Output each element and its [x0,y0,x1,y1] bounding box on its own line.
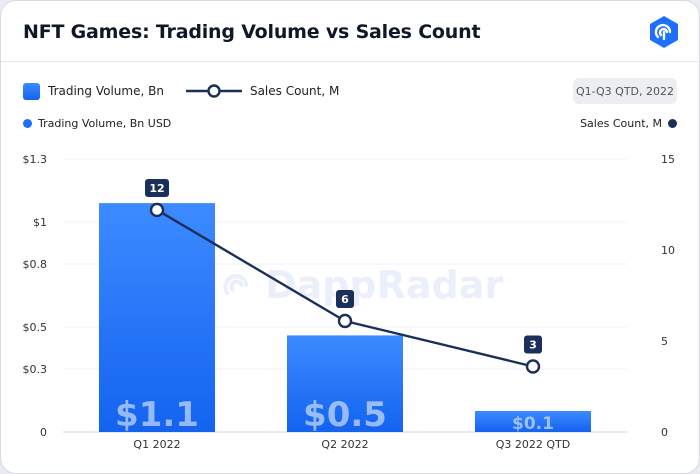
period-badge: Q1-Q3 QTD, 2022 [573,78,677,104]
legend-line-label: Sales Count, M [249,84,340,98]
x-tick-label: Q1 2022 [133,438,180,451]
left-axis-legend: Trading Volume, Bn USD [23,117,171,130]
line-label-badge [336,289,354,308]
left-tick-label: $1.3 [23,153,48,166]
watermark-text: DappRadar [265,263,504,307]
line-point [149,202,165,218]
right-tick-label: 5 [661,335,668,348]
x-tick-label: Q3 2022 QTD [496,438,571,451]
line-point [525,359,541,374]
legend-bar-swatch [23,82,40,100]
left-tick-label: $0.5 [23,321,48,334]
right-axis-dot [668,119,677,128]
right-tick-label: 15 [661,153,675,166]
right-tick-label: 0 [661,426,668,439]
watermark-icon [223,274,249,296]
dappradar-logo-icon [650,16,678,48]
line-label-badge [524,335,542,354]
watermark: DappRadar [217,263,503,307]
bar-value-label: $1.1 [115,395,199,435]
left-axis-title: Trading Volume, Bn USD [38,117,172,130]
legend-line-swatch [185,84,242,98]
left-tick-label: $0.3 [23,363,48,376]
header-divider [1,61,699,62]
left-tick-label: $0.8 [23,258,48,271]
line-value-label: 3 [529,338,537,351]
chart-title: NFT Games: Trading Volume vs Sales Count [23,21,481,43]
legend: Trading Volume, Bn Sales Count, M [23,81,339,101]
line-value-label: 6 [341,293,349,306]
bar [475,411,591,432]
bar [99,203,215,432]
right-axis-legend: Sales Count, M [580,117,677,130]
x-tick-label: Q2 2022 [321,438,368,451]
right-axis-title: Sales Count, M [580,117,662,130]
left-tick-label: $1 [33,216,47,229]
bar-value-label: $0.5 [303,395,387,435]
left-tick-label: 0 [40,426,47,439]
line-point [337,313,353,329]
bar [287,335,403,432]
right-tick-label: 10 [661,244,675,257]
left-axis-dot [23,119,32,128]
legend-bar-label: Trading Volume, Bn [48,84,164,98]
line-label-badge [145,178,169,197]
line-value-label: 12 [149,182,164,195]
bar-value-label: $0.1 [512,414,554,434]
